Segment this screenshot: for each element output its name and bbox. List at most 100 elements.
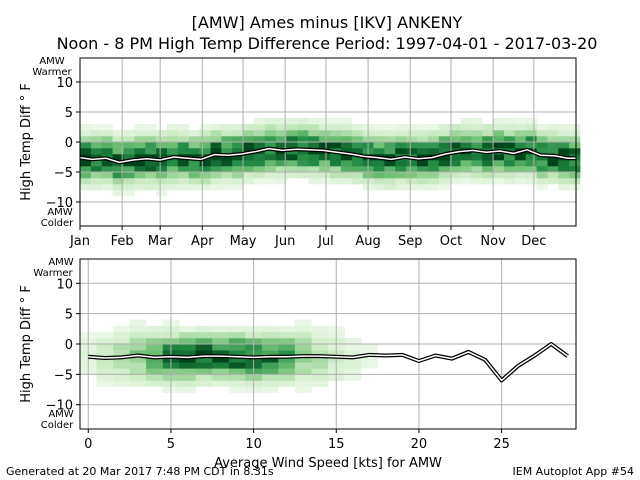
heatmap-cell [471,178,483,185]
heatmap-cell [361,344,378,351]
heatmap-cell [129,368,147,375]
x-tick-label: Jan [69,234,90,249]
heatmap-cell [294,337,312,345]
heatmap-cell [504,178,516,185]
heatmap-cell [156,160,168,167]
heatmap-cell [113,362,130,369]
heatmap-cell [167,142,179,149]
heatmap-cell [525,118,537,125]
heatmap-cell [558,124,570,131]
heatmap-cell [438,160,450,167]
heatmap-cell [536,136,548,143]
heatmap-cell [210,172,222,179]
heatmap-cell [294,325,312,333]
heatmap-cell [167,130,179,137]
heatmap-cell [278,350,296,357]
y-tick-label: −10 [46,196,73,211]
heatmap-cell [261,337,279,345]
heatmap-cell [406,142,418,149]
heatmap-cell [243,178,255,185]
heatmap-cell [344,368,362,375]
heatmap-cell [297,172,309,179]
heatmap-cell [351,142,363,149]
x-tick-label: Jun [274,234,295,249]
heatmap-cell [427,172,440,179]
x-tick-label: Dec [521,234,546,249]
heatmap-cell [129,337,147,345]
heatmap-cell [536,166,548,173]
panel2-mean-line [88,342,569,383]
heatmap-cell [199,160,211,167]
heatmap-cell [297,142,309,149]
heatmap-cell [427,184,440,191]
heatmap-cell [311,344,329,351]
heatmap-cell [123,166,135,173]
heatmap-cell [569,130,581,137]
y-tick-label: 10 [56,277,73,292]
heatmap-cell [340,136,353,143]
heatmap-cell [228,350,246,357]
heatmap-cell [294,380,312,387]
heatmap-cell [156,130,168,137]
heatmap-cell [493,178,505,185]
x-tick-label: Nov [480,234,506,249]
heatmap-cell [195,362,213,369]
heatmap-cell [96,350,114,357]
heatmap-cell [438,172,450,179]
heatmap-cell [228,337,246,345]
heatmap-cell [308,160,320,167]
heatmap-cell [344,350,362,357]
heatmap-cell [188,184,200,191]
heatmap-cell [340,148,353,155]
heatmap-cell [212,337,230,345]
heatmap-cell [243,154,255,161]
heatmap-cell [504,166,516,173]
heatmap-cell [177,178,189,185]
heatmap-cell [90,166,103,173]
heatmap-cell [112,154,124,161]
heatmap-cell [134,124,146,131]
heatmap-cell [264,154,276,161]
heatmap-cell [232,124,244,131]
heatmap-cell [275,154,287,161]
heatmap-cell [340,130,353,137]
heatmap-cell [195,331,213,339]
heatmap-cell [177,130,189,137]
heatmap-cell [167,136,179,143]
heatmap-cell [294,374,312,381]
heatmap-cell [221,184,233,191]
heatmap-cell [351,160,363,167]
heatmap-cell [199,136,211,143]
heatmap-cell [146,344,163,351]
heatmap-cell [177,166,189,173]
heatmap-cell [101,160,113,167]
heatmap-cell [547,142,559,149]
heatmap-cell [406,136,418,143]
heatmap-cell [243,166,255,173]
heatmap-cell [482,166,494,173]
heatmap-cell [221,124,233,131]
heatmap-cell [406,166,418,173]
heatmap-cell [80,172,92,179]
heatmap-cell [569,166,581,173]
heatmap-cell [253,154,266,161]
heatmap-cell [101,172,113,179]
heatmap-cell [221,130,233,137]
heatmap-cell [311,380,329,387]
heatmap-cell [525,124,537,131]
heatmap-cell [558,184,570,191]
heatmap-cell [308,154,320,161]
heatmap-cell [212,325,230,333]
heatmap-cell [438,124,450,131]
heatmap-cell [228,344,246,351]
heatmap-cell [113,368,130,375]
heatmap-cell [177,160,189,167]
x-tick-label: May [230,234,257,249]
heatmap-cell [297,154,309,161]
heatmap-cell [129,374,147,381]
heatmap-cell [275,136,287,143]
panel2-ylabel: High Temp Diff ° F [19,285,34,403]
panel1-top-annotation-1: AMW [39,56,64,67]
heatmap-cell [129,319,147,327]
heatmap-cell [80,178,92,185]
